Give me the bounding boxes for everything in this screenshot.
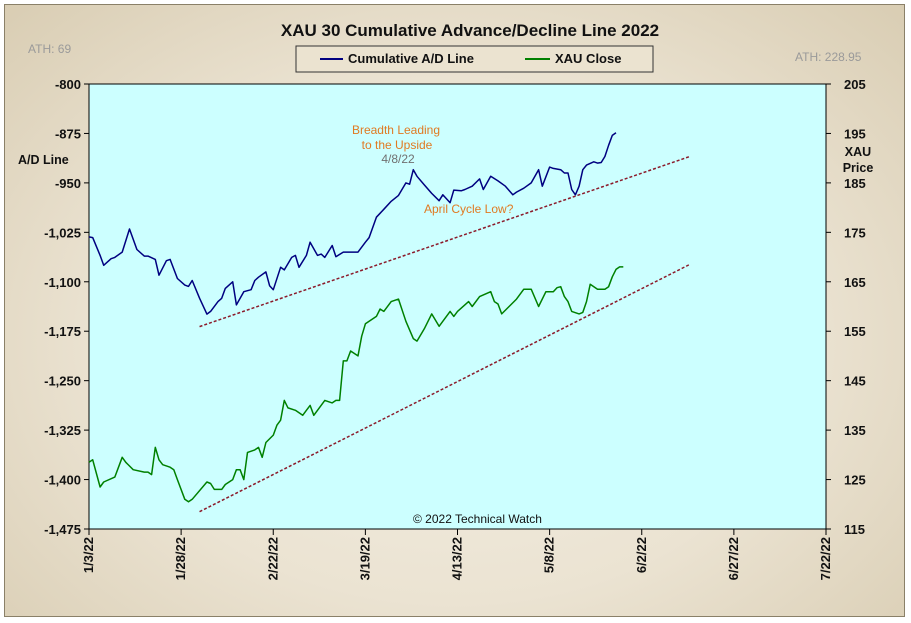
right-tick-label: 145 [844, 374, 866, 389]
x-tick-label: 5/8/22 [542, 537, 557, 573]
legend-label-xau-close: XAU Close [555, 51, 621, 66]
right-axis-title-line2: Price [843, 161, 874, 175]
left-axis-title: A/D Line [18, 153, 69, 167]
right-tick-label: 185 [844, 176, 866, 191]
legend: Cumulative A/D Line XAU Close [295, 45, 654, 73]
x-tick-label: 6/27/22 [726, 537, 741, 580]
plot-area [88, 83, 827, 530]
left-tick-label: -1,100 [44, 275, 81, 290]
x-tick-label: 1/3/22 [81, 537, 96, 573]
right-tick-label: 205 [844, 77, 866, 92]
annotation-breadth-line1: Breadth Leading [352, 123, 440, 137]
left-tick-label: -800 [55, 77, 81, 92]
series-line-ad-line [88, 132, 617, 315]
x-tick-label: 1/28/22 [173, 537, 188, 580]
trendline-left [199, 155, 690, 328]
series-line-xau-close [88, 266, 624, 503]
right-tick-label: 155 [844, 324, 866, 339]
x-tick-label: 6/2/22 [634, 537, 649, 573]
legend-label-ad-line: Cumulative A/D Line [348, 51, 474, 66]
annotation-april-low: April Cycle Low? [424, 202, 514, 216]
left-tick-label: -1,325 [44, 423, 81, 438]
left-tick-label: -1,475 [44, 522, 81, 537]
left-tick-label: -950 [55, 176, 81, 191]
left-tick-label: -1,025 [44, 225, 81, 240]
right-tick-label: 135 [844, 423, 866, 438]
trendlines [199, 155, 690, 513]
right-axis-title-line1: XAU [845, 145, 871, 159]
right-tick-label: 175 [844, 225, 866, 240]
trendline-right [199, 263, 690, 513]
left-tick-label: -875 [55, 126, 81, 141]
legend-box [295, 45, 654, 73]
left-tick-label: -1,175 [44, 324, 81, 339]
chart-title: XAU 30 Cumulative Advance/Decline Line 2… [281, 21, 659, 40]
x-tick-label: 4/13/22 [450, 537, 465, 580]
right-tick-label: 125 [844, 473, 866, 488]
x-tick-label: 2/22/22 [265, 537, 280, 580]
annotation-date: 4/8/22 [381, 152, 415, 166]
copyright: © 2022 Technical Watch [413, 512, 542, 526]
x-tick-label: 3/19/22 [357, 537, 372, 580]
right-tick-label: 165 [844, 275, 866, 290]
x-tick-label: 7/22/22 [818, 537, 833, 580]
annotation-breadth-line2: to the Upside [362, 138, 433, 152]
left-tick-label: -1,400 [44, 473, 81, 488]
axis-ticks: -800 -875 -950 -1,025 -1,100 -1,175 -1,250 -1,3… [44, 77, 866, 580]
right-tick-label: 195 [844, 126, 866, 141]
ath-left-label: ATH: 69 [28, 42, 71, 56]
ath-right-label: ATH: 228.95 [795, 50, 862, 64]
right-tick-label: 115 [844, 522, 865, 537]
left-tick-label: -1,250 [44, 374, 81, 389]
series [88, 132, 624, 503]
